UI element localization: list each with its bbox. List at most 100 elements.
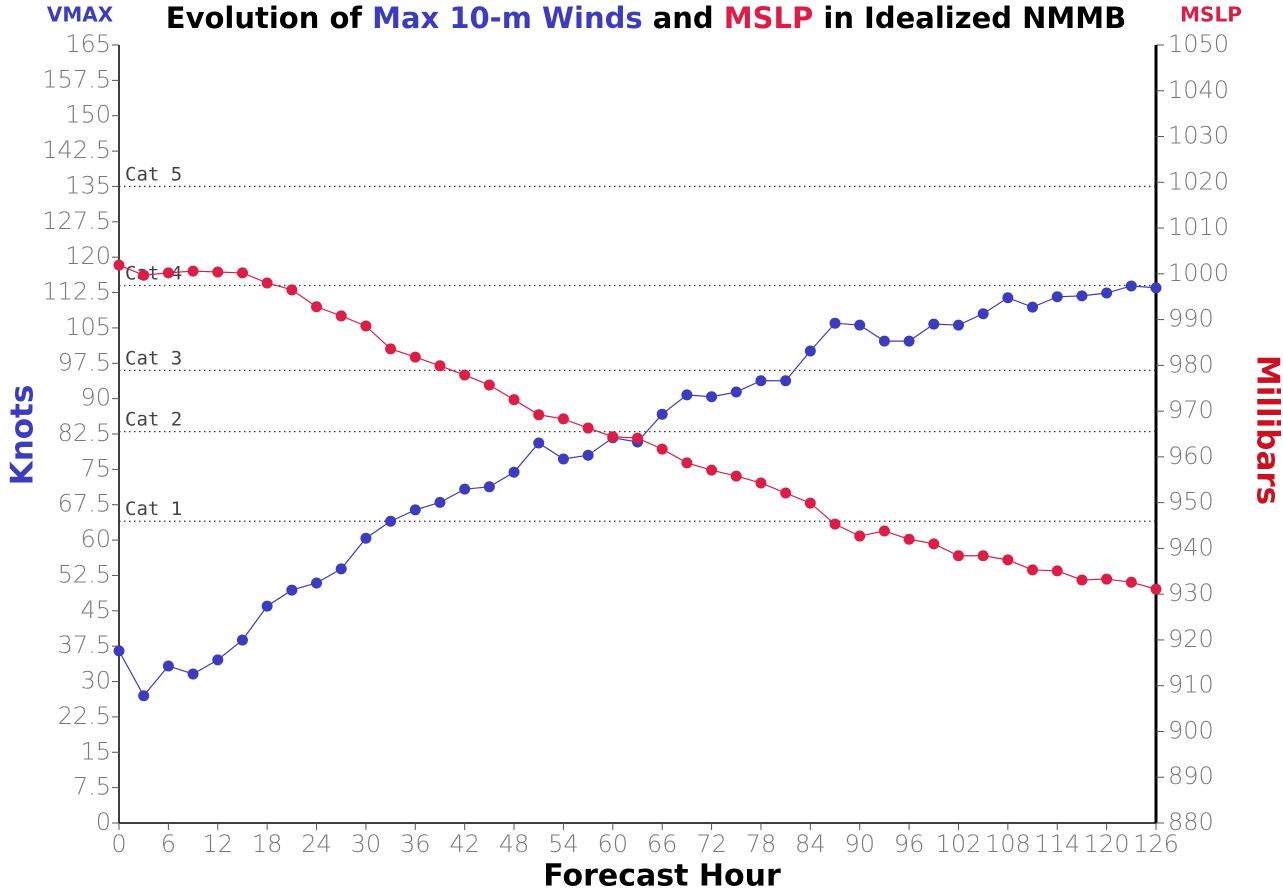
y2-tick-label: 920	[1168, 625, 1214, 653]
series-point	[261, 277, 273, 289]
series-point	[878, 335, 890, 347]
series-point	[854, 530, 866, 542]
y2-tick-label: 1000	[1168, 259, 1229, 287]
series-point	[1002, 292, 1014, 304]
series-point	[706, 391, 718, 403]
series-point	[212, 654, 224, 666]
x-tick-label: 120	[1084, 830, 1130, 858]
y-tick-label: 135	[65, 171, 111, 199]
series-point	[1076, 574, 1088, 586]
x-tick-label: 90	[844, 830, 875, 858]
series-point	[755, 375, 767, 387]
y2-tick-label: 1020	[1168, 167, 1229, 195]
series-point	[1125, 576, 1137, 588]
series-point	[1076, 290, 1088, 302]
y-tick-label: 105	[65, 313, 111, 341]
series-point	[681, 389, 693, 401]
title-part: MSLP	[724, 1, 813, 35]
y-axis-label: Knots	[5, 385, 41, 486]
series-point	[829, 518, 841, 530]
y-tick-label: 75	[80, 454, 111, 482]
x-tick-label: 42	[449, 830, 480, 858]
series-point	[113, 645, 125, 657]
series-point	[557, 413, 569, 425]
y-tick-label: 157.5	[42, 65, 111, 93]
series-point	[1051, 565, 1063, 577]
series-point	[138, 269, 150, 281]
x-tick-label: 84	[795, 830, 826, 858]
series-point	[483, 481, 495, 493]
y-tick-label: 67.5	[58, 490, 111, 518]
y-tick-label: 30	[80, 667, 111, 695]
series-point	[903, 533, 915, 545]
series-point	[212, 266, 224, 278]
series-point	[335, 310, 347, 322]
title-part: in Idealized NMMB	[813, 1, 1126, 35]
y2-tick-label: 1010	[1168, 213, 1229, 241]
series-point	[730, 386, 742, 398]
x-tick-label: 12	[202, 830, 233, 858]
title-part: Evolution of	[166, 1, 372, 35]
y2-tick-label: 950	[1168, 488, 1214, 516]
series-point	[1027, 564, 1039, 576]
x-tick-label: 114	[1034, 830, 1080, 858]
series-point	[730, 470, 742, 482]
series-point	[236, 634, 248, 646]
y-tick-label: 97.5	[58, 348, 111, 376]
series-point	[508, 394, 520, 406]
y-tick-label: 60	[80, 525, 111, 553]
x-tick-label: 0	[111, 830, 126, 858]
series-point	[533, 409, 545, 421]
y-tick-label: 37.5	[58, 631, 111, 659]
y2-tick-label: 990	[1168, 305, 1214, 333]
y2-tick-label: 1030	[1168, 122, 1229, 150]
series-point	[459, 483, 471, 495]
y-tick-label: 45	[80, 596, 111, 624]
series-line	[118, 264, 1157, 590]
series-point	[804, 345, 816, 357]
y-tick-label: 112.5	[42, 278, 111, 306]
series-point	[928, 318, 940, 330]
series-point	[656, 408, 668, 420]
series-point	[434, 360, 446, 372]
x-tick-label: 18	[252, 830, 283, 858]
category-label: Cat 5	[125, 163, 182, 185]
y-tick-label: 22.5	[58, 702, 111, 730]
y2-tick-label: 1050	[1168, 30, 1229, 58]
x-tick-label: 36	[400, 830, 431, 858]
y2-tick-label: 960	[1168, 442, 1214, 470]
y2-axis-label: Millibars	[1250, 355, 1283, 505]
series-point	[385, 343, 397, 355]
series-point	[582, 449, 594, 461]
y2-tick-label: 910	[1168, 671, 1214, 699]
x-tick-label: 60	[598, 830, 629, 858]
series-point	[162, 267, 174, 279]
series-point	[1002, 554, 1014, 566]
x-tick-label: 48	[499, 830, 530, 858]
series-point	[360, 532, 372, 544]
series-point	[656, 443, 668, 455]
series-point	[187, 265, 199, 277]
x-tick-label: 78	[746, 830, 777, 858]
series-point	[681, 457, 693, 469]
x-tick-label: 24	[301, 830, 332, 858]
series-point	[780, 375, 792, 387]
chart-title: Evolution of Max 10-m Winds and MSLP in …	[166, 1, 1126, 35]
series-point	[409, 351, 421, 363]
series-point	[928, 538, 940, 550]
y-tick-label: 150	[65, 101, 111, 129]
series-point	[878, 525, 890, 537]
y2-tick-label: 900	[1168, 716, 1214, 744]
series-line	[118, 285, 1157, 697]
y-tick-label: 165	[65, 30, 111, 58]
series-point	[162, 660, 174, 672]
x-tick-label: 102	[936, 830, 982, 858]
series-point	[459, 369, 471, 381]
y2-tick-label: 890	[1168, 762, 1214, 790]
series-point	[483, 379, 495, 391]
category-label: Cat 1	[125, 498, 182, 520]
series-point	[311, 301, 323, 313]
series-point	[187, 668, 199, 680]
series-point	[557, 453, 569, 465]
